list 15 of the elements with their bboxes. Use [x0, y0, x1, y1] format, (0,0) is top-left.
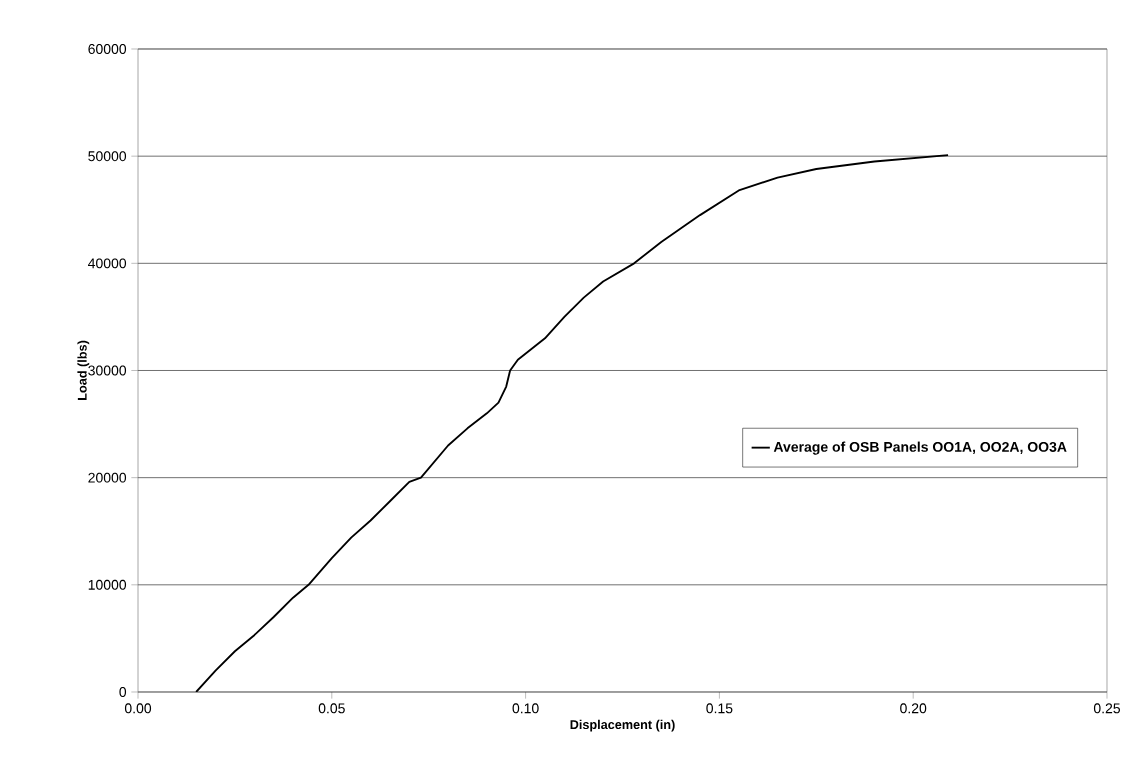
x-tick-label: 0.05 — [318, 703, 345, 714]
legend-label: Average of OSB Panels OO1A, OO2A, OO3A — [773, 441, 1067, 455]
x-tick-label: 0.00 — [124, 703, 152, 714]
x-tick-label: 0.10 — [512, 703, 539, 714]
y-tick-label: 10000 — [88, 579, 127, 590]
x-tick-label: 0.20 — [900, 703, 927, 714]
y-tick-label: 60000 — [88, 44, 127, 54]
y-tick-label: 0 — [119, 687, 127, 697]
x-tick-label: 0.15 — [706, 703, 733, 714]
x-tick-label: 0.25 — [1093, 703, 1121, 714]
y-tick-label: 30000 — [88, 365, 127, 376]
x-axis-title: Displacement (in) — [570, 719, 675, 732]
y-tick-label: 20000 — [88, 472, 127, 483]
y-tick-label: 40000 — [88, 258, 127, 269]
y-tick-label: 50000 — [88, 151, 127, 162]
